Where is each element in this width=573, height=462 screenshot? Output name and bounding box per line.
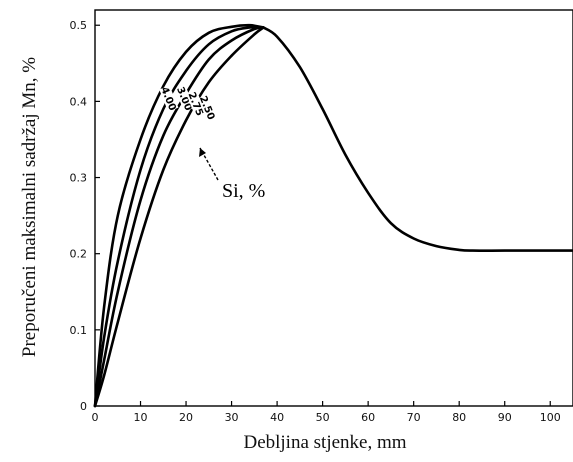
series-label-bg bbox=[175, 85, 195, 112]
curve-series-1 bbox=[93, 25, 265, 408]
x-tick-label: 80 bbox=[452, 411, 466, 424]
curve-series-2 bbox=[93, 26, 265, 408]
series-label-bg bbox=[159, 85, 179, 112]
y-tick-label: 0.3 bbox=[70, 172, 88, 185]
y-tick-label: 0.5 bbox=[70, 19, 88, 32]
y-tick-label: 0.1 bbox=[70, 324, 88, 337]
x-tick-label: 40 bbox=[270, 411, 284, 424]
annotation-arrowhead bbox=[199, 148, 206, 157]
y-axis-ticks: 0 0.1 0.2 0.3 0.4 0.5 bbox=[70, 19, 100, 413]
curve-series-3 bbox=[93, 26, 265, 408]
series-curves bbox=[93, 23, 573, 408]
x-axis-ticks: 0 10 20 30 40 50 60 70 80 90 100 bbox=[92, 401, 561, 424]
plot-area-frame bbox=[94, 9, 573, 407]
x-tick-label: 50 bbox=[316, 411, 330, 424]
x-tick-label: 30 bbox=[225, 411, 239, 424]
x-axis-label: Debljina stjenke, mm bbox=[243, 432, 406, 453]
curve-series-4 bbox=[262, 26, 573, 252]
x-tick-label: 0 bbox=[92, 411, 99, 424]
series-label-bg bbox=[197, 94, 218, 121]
y-tick-label: 0.2 bbox=[70, 248, 88, 261]
x-tick-label: 70 bbox=[407, 411, 421, 424]
x-tick-label: 10 bbox=[134, 411, 148, 424]
y-axis-label: Preporučeni maksimalni sadržaj Mn, % bbox=[19, 57, 40, 357]
curve-series-0 bbox=[93, 23, 265, 408]
x-tick-label: 20 bbox=[179, 411, 193, 424]
series-label-bg bbox=[186, 90, 206, 118]
x-tick-label: 60 bbox=[361, 411, 375, 424]
y-tick-label: 0.4 bbox=[70, 95, 88, 108]
annotation-si-percent: Si, % bbox=[222, 180, 265, 202]
x-tick-label: 90 bbox=[498, 411, 512, 424]
x-tick-label: 100 bbox=[540, 411, 561, 424]
y-tick-label: 0 bbox=[80, 400, 87, 413]
